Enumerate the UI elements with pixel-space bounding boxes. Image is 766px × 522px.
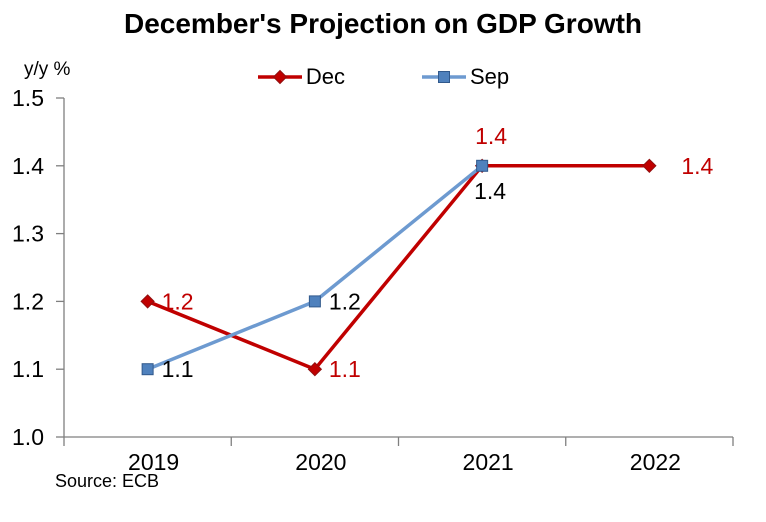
y-axis-unit-label: y/y % — [24, 59, 71, 80]
x-tick-labels: 2019 2020 2021 2022 — [128, 449, 681, 475]
dec-line-diamond-icon — [257, 69, 302, 85]
chart-title: December's Projection on GDP Growth — [123, 8, 643, 39]
data-point-marker — [308, 295, 321, 308]
data-point-marker — [141, 363, 154, 376]
data-point-marker — [476, 159, 489, 172]
y-tick-label: 1.3 — [12, 221, 44, 247]
data-point-marker — [642, 158, 657, 174]
x-tick-label: 2020 — [295, 449, 346, 475]
series-line — [146, 164, 484, 371]
y-tick-label: 1.5 — [12, 85, 44, 111]
series-sep: 1.1 1.2 1.4 — [141, 159, 506, 382]
sep-line-square-icon — [421, 71, 466, 83]
legend-label-dec: Dec — [305, 64, 345, 89]
data-label: 1.4 — [475, 123, 507, 149]
legend-label-sep: Sep — [469, 64, 510, 89]
data-label: 1.1 — [329, 356, 361, 382]
data-point-marker — [140, 294, 155, 309]
data-label: 1.4 — [681, 153, 713, 179]
x-tick-label: 2019 — [128, 449, 179, 475]
y-tick-label: 1.1 — [12, 356, 44, 382]
y-tick-label: 1.2 — [12, 288, 44, 314]
x-tick-label: 2021 — [463, 449, 514, 475]
data-label: 1.2 — [329, 288, 361, 314]
chart-legend: Dec Sep — [0, 64, 766, 90]
y-tick-label: 1.0 — [12, 424, 44, 450]
source-note: Source: ECB — [55, 471, 160, 491]
y-tick-label: 1.4 — [12, 153, 44, 179]
data-label: 1.2 — [162, 288, 194, 314]
data-label: 1.4 — [474, 178, 506, 204]
y-tick-labels: 1.0 1.1 1.2 1.3 1.4 1.5 — [12, 85, 44, 450]
data-label: 1.1 — [162, 356, 194, 382]
series-dec: 1.2 1.1 1.4 1.4 — [140, 123, 714, 382]
data-point-marker — [307, 361, 323, 377]
x-tick-label: 2022 — [630, 449, 681, 475]
legend-item-sep: Sep — [421, 64, 509, 90]
legend-item-dec: Dec — [257, 64, 345, 90]
axes — [56, 97, 734, 446]
